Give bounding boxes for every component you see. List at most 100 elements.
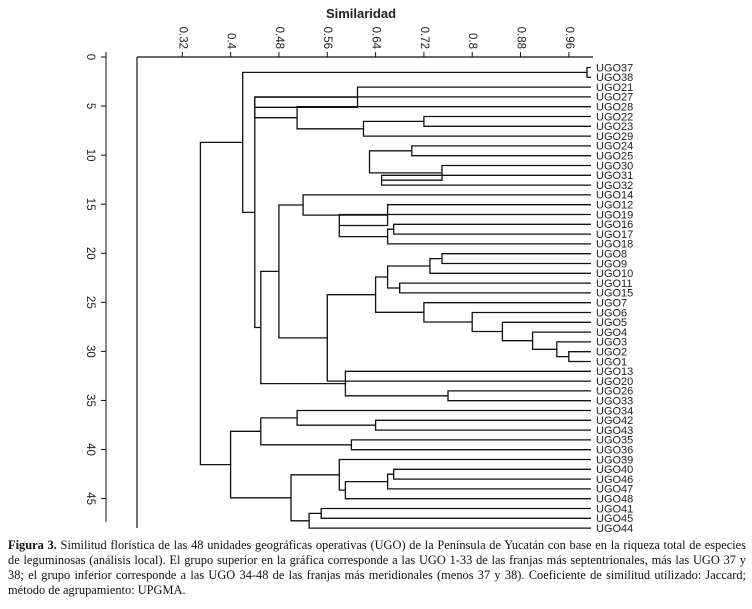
dendrogram-link: [374, 419, 591, 431]
leaf-label-ugo35: UGO35: [596, 435, 633, 447]
dendrogram-link: [296, 409, 591, 426]
leaf-label-ugo41: UGO41: [596, 503, 633, 515]
dendrogram-link: [368, 150, 442, 174]
top-tick-label: 0.32: [176, 27, 188, 49]
leaf-label-ugo21: UGO21: [596, 82, 633, 94]
leaf-label-ugo12: UGO12: [596, 200, 633, 212]
leaf-label-ugo32: UGO32: [596, 180, 633, 192]
left-tick-label: 25: [84, 296, 96, 309]
leaf-label-ugo24: UGO24: [596, 141, 633, 153]
dendrogram-link: [344, 480, 591, 500]
leaf-label-ugo28: UGO28: [596, 102, 633, 114]
dendrogram-link: [447, 390, 591, 402]
top-tick-label: 0.8: [466, 33, 478, 49]
caption-text: Similitud florística de las 48 unidades …: [8, 538, 747, 597]
left-tick-label: 45: [84, 492, 96, 505]
top-tick-label: 0.56: [321, 27, 333, 49]
leaf-label-ugo38: UGO38: [596, 72, 633, 84]
leaf-label-ugo8: UGO8: [596, 249, 627, 261]
leaf-label-ugo14: UGO14: [596, 190, 633, 202]
leaf-label-ugo37: UGO37: [596, 62, 633, 74]
dendrogram-link: [423, 115, 591, 127]
leaf-label-ugo39: UGO39: [596, 454, 633, 466]
leaf-label-ugo42: UGO42: [596, 415, 633, 427]
leaf-label-ugo13: UGO13: [596, 366, 633, 378]
dendrogram-link: [242, 71, 587, 214]
leaf-label-ugo20: UGO20: [596, 376, 633, 388]
leaf-label-ugo3: UGO3: [596, 337, 627, 349]
dendrogram-link: [362, 120, 591, 137]
leaf-label-ugo22: UGO22: [596, 111, 633, 123]
leaf-label-ugo31: UGO31: [596, 170, 633, 182]
top-axis: 0.32 0.4 0.48 0.56 0.64 0.72 0.8 0.88 0.96: [176, 27, 575, 57]
left-tick-label: 5: [84, 103, 96, 109]
leaf-label-ugo29: UGO29: [596, 131, 633, 143]
left-tick-label: 20: [84, 247, 96, 260]
leaf-label-ugo43: UGO43: [596, 425, 633, 437]
leaf-label-ugo23: UGO23: [596, 121, 633, 133]
left-tick-label: 10: [84, 149, 96, 162]
chart-title: Similaridad: [326, 6, 396, 21]
leaf-label-ugo9: UGO9: [596, 258, 627, 270]
left-axis: 0 5 10 15 20 25 30 35 40 45: [84, 54, 106, 505]
leaf-label-ugo40: UGO40: [596, 464, 633, 476]
leaf-label-ugo15: UGO15: [596, 288, 633, 300]
dendrogram-link: [278, 204, 328, 339]
leaf-label-ugo18: UGO18: [596, 239, 633, 251]
top-tick-label: 0.88: [514, 27, 526, 49]
leaf-label-ugo1: UGO1: [596, 356, 627, 368]
leaf-label-ugo10: UGO10: [596, 268, 633, 280]
top-tick-label: 0.4: [225, 33, 237, 50]
leaf-label-ugo6: UGO6: [596, 307, 627, 319]
dendrogram-link: [260, 270, 346, 385]
dendrogram-figure: Similaridad 0.32 0.4 0.48 0.56 0.64 0.72 0.8 0.…: [84, 6, 633, 532]
leaf-label-ugo48: UGO48: [596, 494, 633, 506]
dendrogram-link: [386, 265, 430, 289]
dendrogram-link: [386, 228, 591, 245]
leaf-label-ugo47: UGO47: [596, 484, 633, 496]
dendrogram-link: [308, 512, 591, 529]
top-tick-label: 0.64: [370, 27, 382, 50]
dendrogram-link: [338, 458, 591, 491]
leaf-label-ugo17: UGO17: [596, 229, 633, 241]
dendrogram-link: [326, 294, 591, 382]
dendrogram-link: [296, 106, 591, 130]
dendrogram-link: [393, 223, 591, 235]
dendrogram-link: [320, 507, 591, 519]
dendrogram-link: [531, 331, 591, 350]
dendrogram-link: [568, 351, 591, 363]
leaf-label-ugo46: UGO46: [596, 474, 633, 486]
dendrogram-tree: [199, 66, 591, 529]
top-tick-label: 0.72: [418, 27, 430, 49]
caption-label: Figura 3.: [8, 538, 57, 552]
dendrogram-link: [556, 341, 591, 358]
dendrogram-link: [254, 96, 358, 329]
dendrogram-link: [586, 66, 591, 78]
dendrogram-link: [199, 141, 243, 466]
leaf-label-ugo7: UGO7: [596, 298, 627, 310]
dendrogram-link: [441, 253, 591, 265]
leaf-label-ugo11: UGO11: [596, 278, 632, 290]
dendrogram-link: [386, 473, 591, 490]
leaf-label-ugo27: UGO27: [596, 92, 633, 104]
left-tick-label: 0: [84, 54, 96, 60]
leaf-labels: UGO37UGO38UGO21UGO27UGO28UGO22UGO23UGO29…: [596, 62, 633, 532]
leaf-label-ugo34: UGO34: [596, 405, 633, 417]
leaf-label-ugo4: UGO4: [596, 327, 627, 339]
leaf-label-ugo25: UGO25: [596, 151, 633, 163]
leaf-label-ugo26: UGO26: [596, 386, 633, 398]
leaf-label-ugo5: UGO5: [596, 317, 627, 329]
dendrogram-link: [344, 370, 591, 397]
dendrogram-link: [399, 282, 591, 294]
top-tick-label: 0.96: [563, 27, 575, 49]
dendrogram-link: [350, 439, 591, 451]
dendrogram-link: [260, 417, 352, 446]
dendrogram-link: [429, 257, 591, 274]
dendrogram-link: [393, 468, 591, 480]
leaf-label-ugo44: UGO44: [596, 523, 633, 532]
leaf-label-ugo45: UGO45: [596, 513, 633, 525]
left-tick-label: 15: [84, 198, 96, 211]
leaf-label-ugo16: UGO16: [596, 219, 633, 231]
left-tick-label: 35: [84, 394, 96, 407]
leaf-label-ugo30: UGO30: [596, 160, 633, 172]
